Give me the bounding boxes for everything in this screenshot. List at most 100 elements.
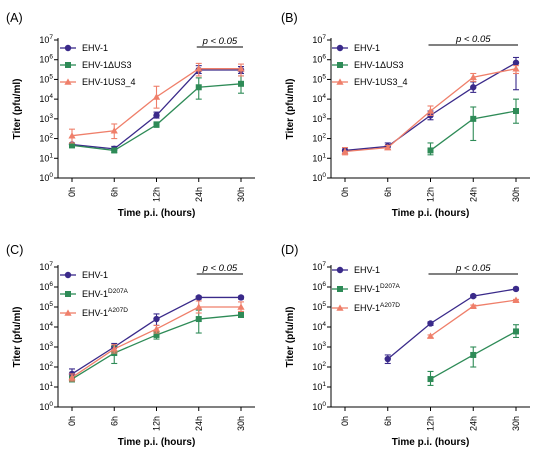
series-revertant — [341, 65, 520, 156]
y-tick-label: 100 — [39, 172, 53, 183]
y-tick-label: 103 — [312, 341, 326, 352]
panel-c: (C) 100 101 102 103 104 105 106 107 0h 6h 12h 24h 30h… — [6, 243, 255, 448]
data-point — [238, 311, 244, 318]
series-deletion — [427, 324, 519, 386]
y-tick-label: 104 — [312, 93, 326, 104]
data-point — [426, 107, 435, 114]
y-tick-label: 106 — [39, 54, 53, 65]
legend-label: EHV-1A207D — [354, 302, 400, 313]
y-tick-label: 104 — [312, 321, 326, 332]
legend-marker — [64, 271, 72, 279]
data-point — [195, 84, 202, 91]
legend-marker — [64, 78, 72, 85]
y-tick-label: 107 — [39, 34, 53, 45]
y-tick-label: 104 — [39, 321, 53, 332]
y-axis-label: Titer (pfu/ml) — [285, 307, 296, 368]
legend-marker — [65, 62, 71, 68]
legend-marker — [337, 286, 343, 292]
y-tick-label: 105 — [312, 73, 326, 84]
data-point — [470, 84, 477, 91]
data-point — [237, 303, 245, 310]
data-point — [68, 132, 76, 139]
y-tick-label: 103 — [312, 113, 326, 124]
y-tick-label: 106 — [312, 54, 326, 65]
series-deletion — [69, 75, 244, 154]
x-tick-label: 12h — [426, 187, 436, 202]
significance-label: p < 0.05 — [202, 36, 238, 47]
legend-label: EHV-1D207A — [82, 288, 129, 299]
panel-label: (C) — [6, 243, 23, 257]
y-tick-label: 106 — [312, 281, 326, 292]
legend-label: EHV-1A207D — [82, 307, 128, 318]
legend-marker — [336, 266, 344, 274]
panel-label: (A) — [6, 11, 23, 25]
significance-label: p < 0.05 — [455, 263, 491, 274]
data-point — [512, 59, 520, 66]
data-point — [513, 108, 519, 115]
data-point — [153, 121, 160, 128]
data-point — [341, 147, 349, 155]
legend-marker — [336, 78, 344, 85]
legend-marker — [336, 44, 344, 52]
y-tick-label: 101 — [39, 152, 53, 163]
y-axis-label: Titer (pfu/ml) — [285, 79, 296, 140]
x-tick-label: 6h — [109, 416, 119, 426]
y-tick-label: 105 — [39, 73, 53, 84]
legend-marker — [336, 304, 344, 311]
data-point — [513, 328, 519, 335]
legend-marker — [65, 291, 71, 297]
panel-b: (B) 100 101 102 103 104 105 106 107 0h 6h 12h 24h 30h… — [281, 11, 530, 219]
y-tick-label: 102 — [39, 133, 53, 144]
legend-label: EHV-1 — [82, 43, 108, 53]
x-axis-label: Time p.i. (hours) — [118, 437, 196, 448]
x-tick-label: 24h — [194, 187, 204, 202]
x-tick-label: 12h — [426, 416, 436, 431]
panel-a: (A) 100 101 102 103 104 105 106 107 0h 6h 12h 24h 30h… — [6, 11, 255, 219]
data-point — [68, 373, 76, 381]
data-point — [110, 345, 118, 352]
y-tick-label: 103 — [39, 113, 53, 124]
legend-label: EHV-1ΔUS3 — [354, 60, 404, 70]
data-point — [512, 285, 520, 293]
panel-label: (D) — [281, 243, 298, 257]
data-point — [427, 376, 434, 383]
y-tick-label: 102 — [39, 361, 53, 372]
legend-marker — [64, 44, 72, 52]
data-point — [427, 320, 434, 327]
y-tick-label: 100 — [312, 172, 326, 183]
data-point — [469, 73, 477, 80]
x-tick-label: 12h — [152, 187, 162, 202]
x-tick-label: 0h — [340, 187, 350, 197]
data-point — [195, 65, 203, 72]
data-point — [384, 143, 392, 151]
legend-label: EHV-1US3_4 — [354, 77, 408, 87]
data-point — [512, 296, 520, 303]
data-point — [426, 332, 435, 339]
data-point — [195, 316, 202, 323]
legend-label: EHV-1 — [354, 43, 380, 53]
x-tick-label: 0h — [67, 187, 77, 197]
data-point — [469, 302, 477, 309]
legend-label: EHV-1 — [354, 265, 380, 275]
x-tick-label: 30h — [511, 187, 521, 202]
x-tick-label: 24h — [468, 187, 478, 202]
series-line — [387, 288, 517, 360]
legend-marker — [64, 309, 72, 316]
data-point — [470, 292, 477, 300]
data-point — [195, 303, 203, 310]
data-point — [111, 147, 118, 154]
data-point — [237, 294, 245, 301]
data-point — [384, 355, 391, 363]
y-tick-label: 100 — [39, 401, 53, 412]
panel-label: (B) — [281, 11, 298, 25]
legend-label: EHV-1 — [82, 270, 108, 280]
legend-label: EHV-1US3_4 — [82, 77, 136, 87]
y-tick-label: 105 — [312, 301, 326, 312]
y-axis-label: Titer (pfu/ml) — [12, 79, 23, 140]
panel-d: (D) 100 101 102 103 104 105 106 107 0h 6h 12h 24h 30h… — [281, 243, 530, 448]
series-revertant — [68, 300, 245, 382]
y-tick-label: 102 — [312, 133, 326, 144]
y-tick-label: 107 — [312, 34, 326, 45]
y-tick-label: 104 — [39, 93, 53, 104]
